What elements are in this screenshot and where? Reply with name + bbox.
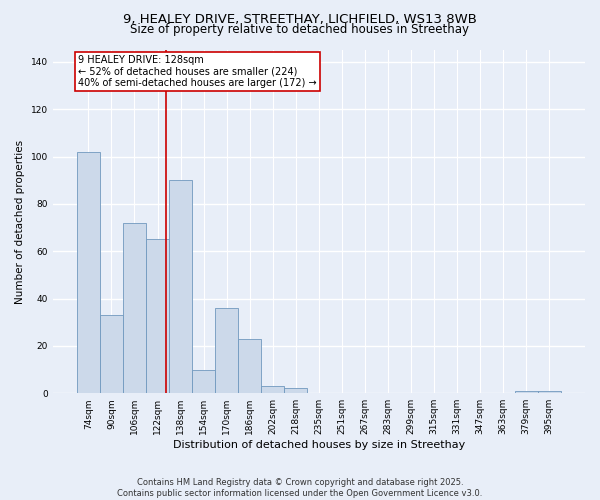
X-axis label: Distribution of detached houses by size in Streethay: Distribution of detached houses by size … [173,440,465,450]
Bar [123,223,146,393]
Bar [261,386,284,393]
Bar [215,308,238,393]
Bar [284,388,307,393]
Text: Contains HM Land Registry data © Crown copyright and database right 2025.
Contai: Contains HM Land Registry data © Crown c… [118,478,482,498]
Bar [146,240,169,393]
Bar [538,391,561,393]
Bar [100,315,123,393]
Bar [169,180,192,393]
Bar [515,391,538,393]
Text: 9 HEALEY DRIVE: 128sqm
← 52% of detached houses are smaller (224)
40% of semi-de: 9 HEALEY DRIVE: 128sqm ← 52% of detached… [78,54,317,88]
Bar [192,370,215,393]
Bar [77,152,100,393]
Bar [238,339,261,393]
Y-axis label: Number of detached properties: Number of detached properties [15,140,25,304]
Text: 9, HEALEY DRIVE, STREETHAY, LICHFIELD, WS13 8WB: 9, HEALEY DRIVE, STREETHAY, LICHFIELD, W… [123,12,477,26]
Text: Size of property relative to detached houses in Streethay: Size of property relative to detached ho… [131,22,470,36]
